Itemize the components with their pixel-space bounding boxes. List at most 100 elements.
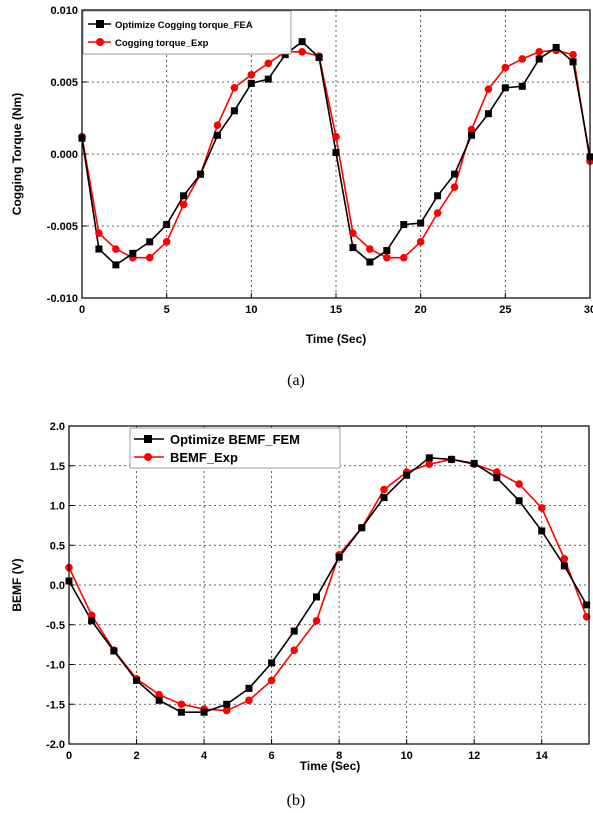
chart-b-legend-marker-exp	[144, 453, 152, 461]
chart-b-legend-label-exp: BEMF_Exp	[170, 450, 238, 465]
chart-b-point-sim	[133, 676, 141, 684]
chart-a-point-sim	[501, 84, 509, 92]
chart-a-point-sim	[197, 170, 205, 178]
chart-b-point-exp	[87, 611, 96, 620]
chart-b-point-sim	[200, 708, 208, 716]
chart-b-point-exp	[515, 480, 523, 488]
chart-b-x-tick-label: 0	[66, 750, 72, 762]
chart-a-point-exp	[450, 183, 459, 191]
chart-b-point-sim	[313, 593, 321, 601]
chart-b-point-exp	[493, 468, 501, 476]
chart-b-x-tick-label: 8	[336, 750, 342, 762]
chart-b-caption: (b)	[287, 792, 306, 809]
chart-a-x-tick-label: 25	[499, 304, 511, 316]
chart-a-point-sim	[163, 221, 171, 229]
chart-b-point-sim	[268, 659, 276, 667]
chart-b-x-tick-label: 6	[269, 750, 275, 762]
chart-a-y-tick-label: -0.005	[47, 221, 78, 233]
chart-a-point-exp	[484, 85, 493, 93]
chart-b-series-line-exp	[68, 458, 588, 712]
chart-b-point-sim	[335, 553, 343, 561]
chart-a-ticks: 0 5 10 15 20 25 30 -0.010 -0.005 0.000 0.005 0.010	[47, 5, 593, 316]
chart-a-y-tick-label: 0.000	[50, 149, 78, 161]
chart-a-point-exp	[298, 47, 306, 56]
chart-a-point-sim	[281, 51, 289, 59]
chart-b-point-sim	[538, 527, 546, 535]
chart-b-point-sim	[560, 562, 568, 570]
chart-a-y-tick-label: -0.010	[47, 293, 78, 305]
chart-b-point-exp	[290, 646, 299, 654]
chart-b-point-exp	[177, 700, 186, 709]
chart-a-caption: (a)	[287, 372, 305, 389]
chart-a-y-tick-label: 0.010	[50, 5, 78, 17]
chart-b-ticks: 0 2 4 6 8 10 12 14 -2.0 -1.5 -1.0 -0.5 0.0 0.5 1.0 1.5 2…	[46, 421, 549, 762]
chart-a-point-exp	[569, 50, 577, 59]
chart-a-legend-marker-exp	[96, 38, 104, 46]
chart-a-point-sim	[298, 38, 306, 46]
chart-a-legend: Optimize Cogging torque_FEA Cogging torq…	[82, 10, 292, 55]
chart-b-x-tick-label: 4	[201, 750, 208, 762]
chart-a-point-exp	[366, 245, 374, 253]
chart-b-x-axis-label: Time (Sec)	[300, 759, 360, 773]
chart-b-y-tick-label: -1.5	[46, 699, 65, 711]
chart-a-point-exp	[535, 47, 543, 56]
chart-a-point-sim	[518, 82, 526, 90]
chart-a-legend-label-fea: Optimize Cogging torque_FEA	[115, 20, 253, 31]
chart-b-point-exp	[560, 554, 569, 563]
chart-a-point-sim	[484, 110, 492, 118]
chart-b-x-tick-label: 14	[536, 750, 549, 762]
chart-a-point-sim	[129, 249, 137, 257]
chart-b-legend-label-fem: Optimize BEMF_FEM	[170, 432, 300, 447]
chart-b-point-exp	[155, 690, 163, 699]
chart-b-y-tick-label: -0.5	[46, 620, 65, 632]
chart-a-point-exp	[230, 83, 239, 92]
chart-a-point-exp	[179, 200, 188, 209]
chart-b-point-sim	[515, 497, 523, 505]
chart-a-series	[78, 38, 593, 269]
chart-a-y-tick-label: 0.005	[50, 77, 78, 89]
chart-a-point-sim	[264, 75, 272, 83]
chart-a-point-exp	[112, 245, 120, 253]
chart-a-point-exp	[416, 238, 425, 246]
chart-b-point-sim	[88, 617, 96, 625]
chart-a-x-tick-label: 30	[584, 304, 593, 316]
chart-a-point-sim	[95, 245, 103, 253]
chart-b-x-tick-label: 2	[133, 750, 139, 762]
chart-a-point-exp	[501, 63, 510, 72]
chart-b-series	[65, 454, 591, 716]
chart-a-point-sim	[230, 107, 238, 115]
chart-b-point-sim	[223, 700, 231, 708]
chart-b-y-tick-label: 0.0	[50, 580, 65, 592]
chart-b-point-sim	[403, 471, 411, 479]
chart-a-point-sim	[417, 219, 425, 227]
chart-a-point-sim	[535, 55, 543, 63]
chart-a-point-exp	[349, 229, 357, 237]
chart-a-grid	[82, 10, 590, 298]
chart-a-point-sim	[451, 170, 459, 178]
chart-b-point-sim	[493, 474, 501, 482]
chart-b-point-sim	[155, 696, 163, 704]
chart-b-y-tick-label: 0.5	[50, 540, 65, 552]
chart-b-y-axis-label: BEMF (V)	[10, 558, 24, 611]
chart-b-point-sim	[245, 684, 253, 692]
chart-b-point-sim	[448, 455, 456, 463]
chart-b-y-tick-label: -2.0	[46, 739, 65, 751]
chart-b-point-sim	[290, 627, 298, 635]
chart-a-point-exp	[145, 253, 154, 262]
chart-b-point-sim	[425, 454, 433, 462]
chart-a-point-exp	[247, 71, 256, 79]
chart-a-point-sim	[434, 192, 442, 200]
chart-b-point-sim	[358, 524, 366, 532]
chart-a-point-exp	[95, 229, 103, 237]
chart-a-point-sim	[112, 261, 120, 269]
chart-a-point-sim	[467, 131, 475, 139]
chart-a-point-sim	[213, 131, 221, 139]
chart-b-point-exp	[245, 696, 253, 705]
chart-a-y-axis-label: Cogging Torque (Nm)	[10, 93, 24, 215]
chart-b-y-tick-label: 2.0	[50, 421, 65, 433]
chart-a-point-exp	[264, 59, 273, 68]
chart-a-point-sim	[349, 244, 357, 252]
chart-a-point-sim	[146, 238, 154, 246]
chart-a-x-tick-label: 5	[164, 304, 170, 316]
